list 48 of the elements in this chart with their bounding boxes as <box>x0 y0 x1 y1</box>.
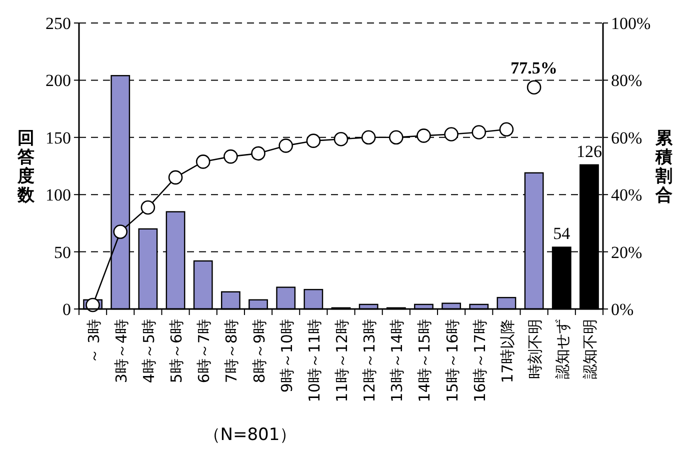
data-label: 126 <box>576 142 602 161</box>
x-tick-label: 4時～5時 <box>140 319 158 384</box>
y-axis-title: 回答度数 <box>16 128 36 206</box>
y2-tick-label: 80% <box>611 71 642 90</box>
x-tick-label: 認知不明 <box>581 319 600 379</box>
point <box>251 146 266 161</box>
point <box>472 125 486 140</box>
x-tick-label: 9時～10時 <box>278 319 296 393</box>
y2-tick-label: 40% <box>611 186 642 205</box>
x-tick-label: ～ 3時 <box>84 319 103 364</box>
y-tick-label: 250 <box>46 14 71 33</box>
x-tick-label: 13時～14時 <box>388 319 406 402</box>
x-tick-label: 12時～13時 <box>360 319 379 402</box>
y-tick-label: 0 <box>62 300 71 319</box>
x-tick-label: 8時～9時 <box>250 319 268 384</box>
point <box>86 298 100 312</box>
data-label: 54 <box>553 224 571 244</box>
y2-tick-label: 0% <box>611 300 634 319</box>
x-tick-label: 14時～15時 <box>416 319 434 402</box>
x-tick-label: 17時以降 <box>498 319 516 384</box>
text: （N=801） <box>203 425 297 445</box>
x-tick-label: 3時～4時 <box>112 319 130 384</box>
x-tick-label: 5時～6時 <box>168 319 186 384</box>
y-tick-label: 50 <box>54 242 71 262</box>
x-tick-label: 7時～8時 <box>222 319 241 384</box>
y2-axis-title: 累積割合 <box>654 128 674 206</box>
point <box>416 128 431 143</box>
point <box>334 132 348 146</box>
x-tick-label: 10時～11時 <box>305 319 324 402</box>
x-tick-label: 11時～12時 <box>333 319 351 402</box>
point <box>306 134 321 148</box>
y-tick-label: 200 <box>46 71 71 90</box>
point <box>168 170 183 185</box>
data-label: 77.5% <box>510 58 558 78</box>
point <box>224 149 238 164</box>
x-tick-label: 15時～16時 <box>443 319 462 402</box>
y-tick-label: 100 <box>46 186 71 205</box>
point <box>113 224 128 239</box>
x-tick-label: 6時～7時 <box>195 319 214 384</box>
y-tick-label: 150 <box>46 128 71 148</box>
y2-tick-label: 100% <box>611 14 651 33</box>
x-tick-label: 認知せず <box>554 319 572 379</box>
x-tick-label: 時刻不明 <box>526 319 544 379</box>
point <box>444 127 458 142</box>
point <box>140 200 156 215</box>
y2-tick-label: 20% <box>611 242 642 262</box>
y2-tick-label: 60% <box>611 128 642 148</box>
x-tick-label: 16時～17時 <box>470 319 489 402</box>
